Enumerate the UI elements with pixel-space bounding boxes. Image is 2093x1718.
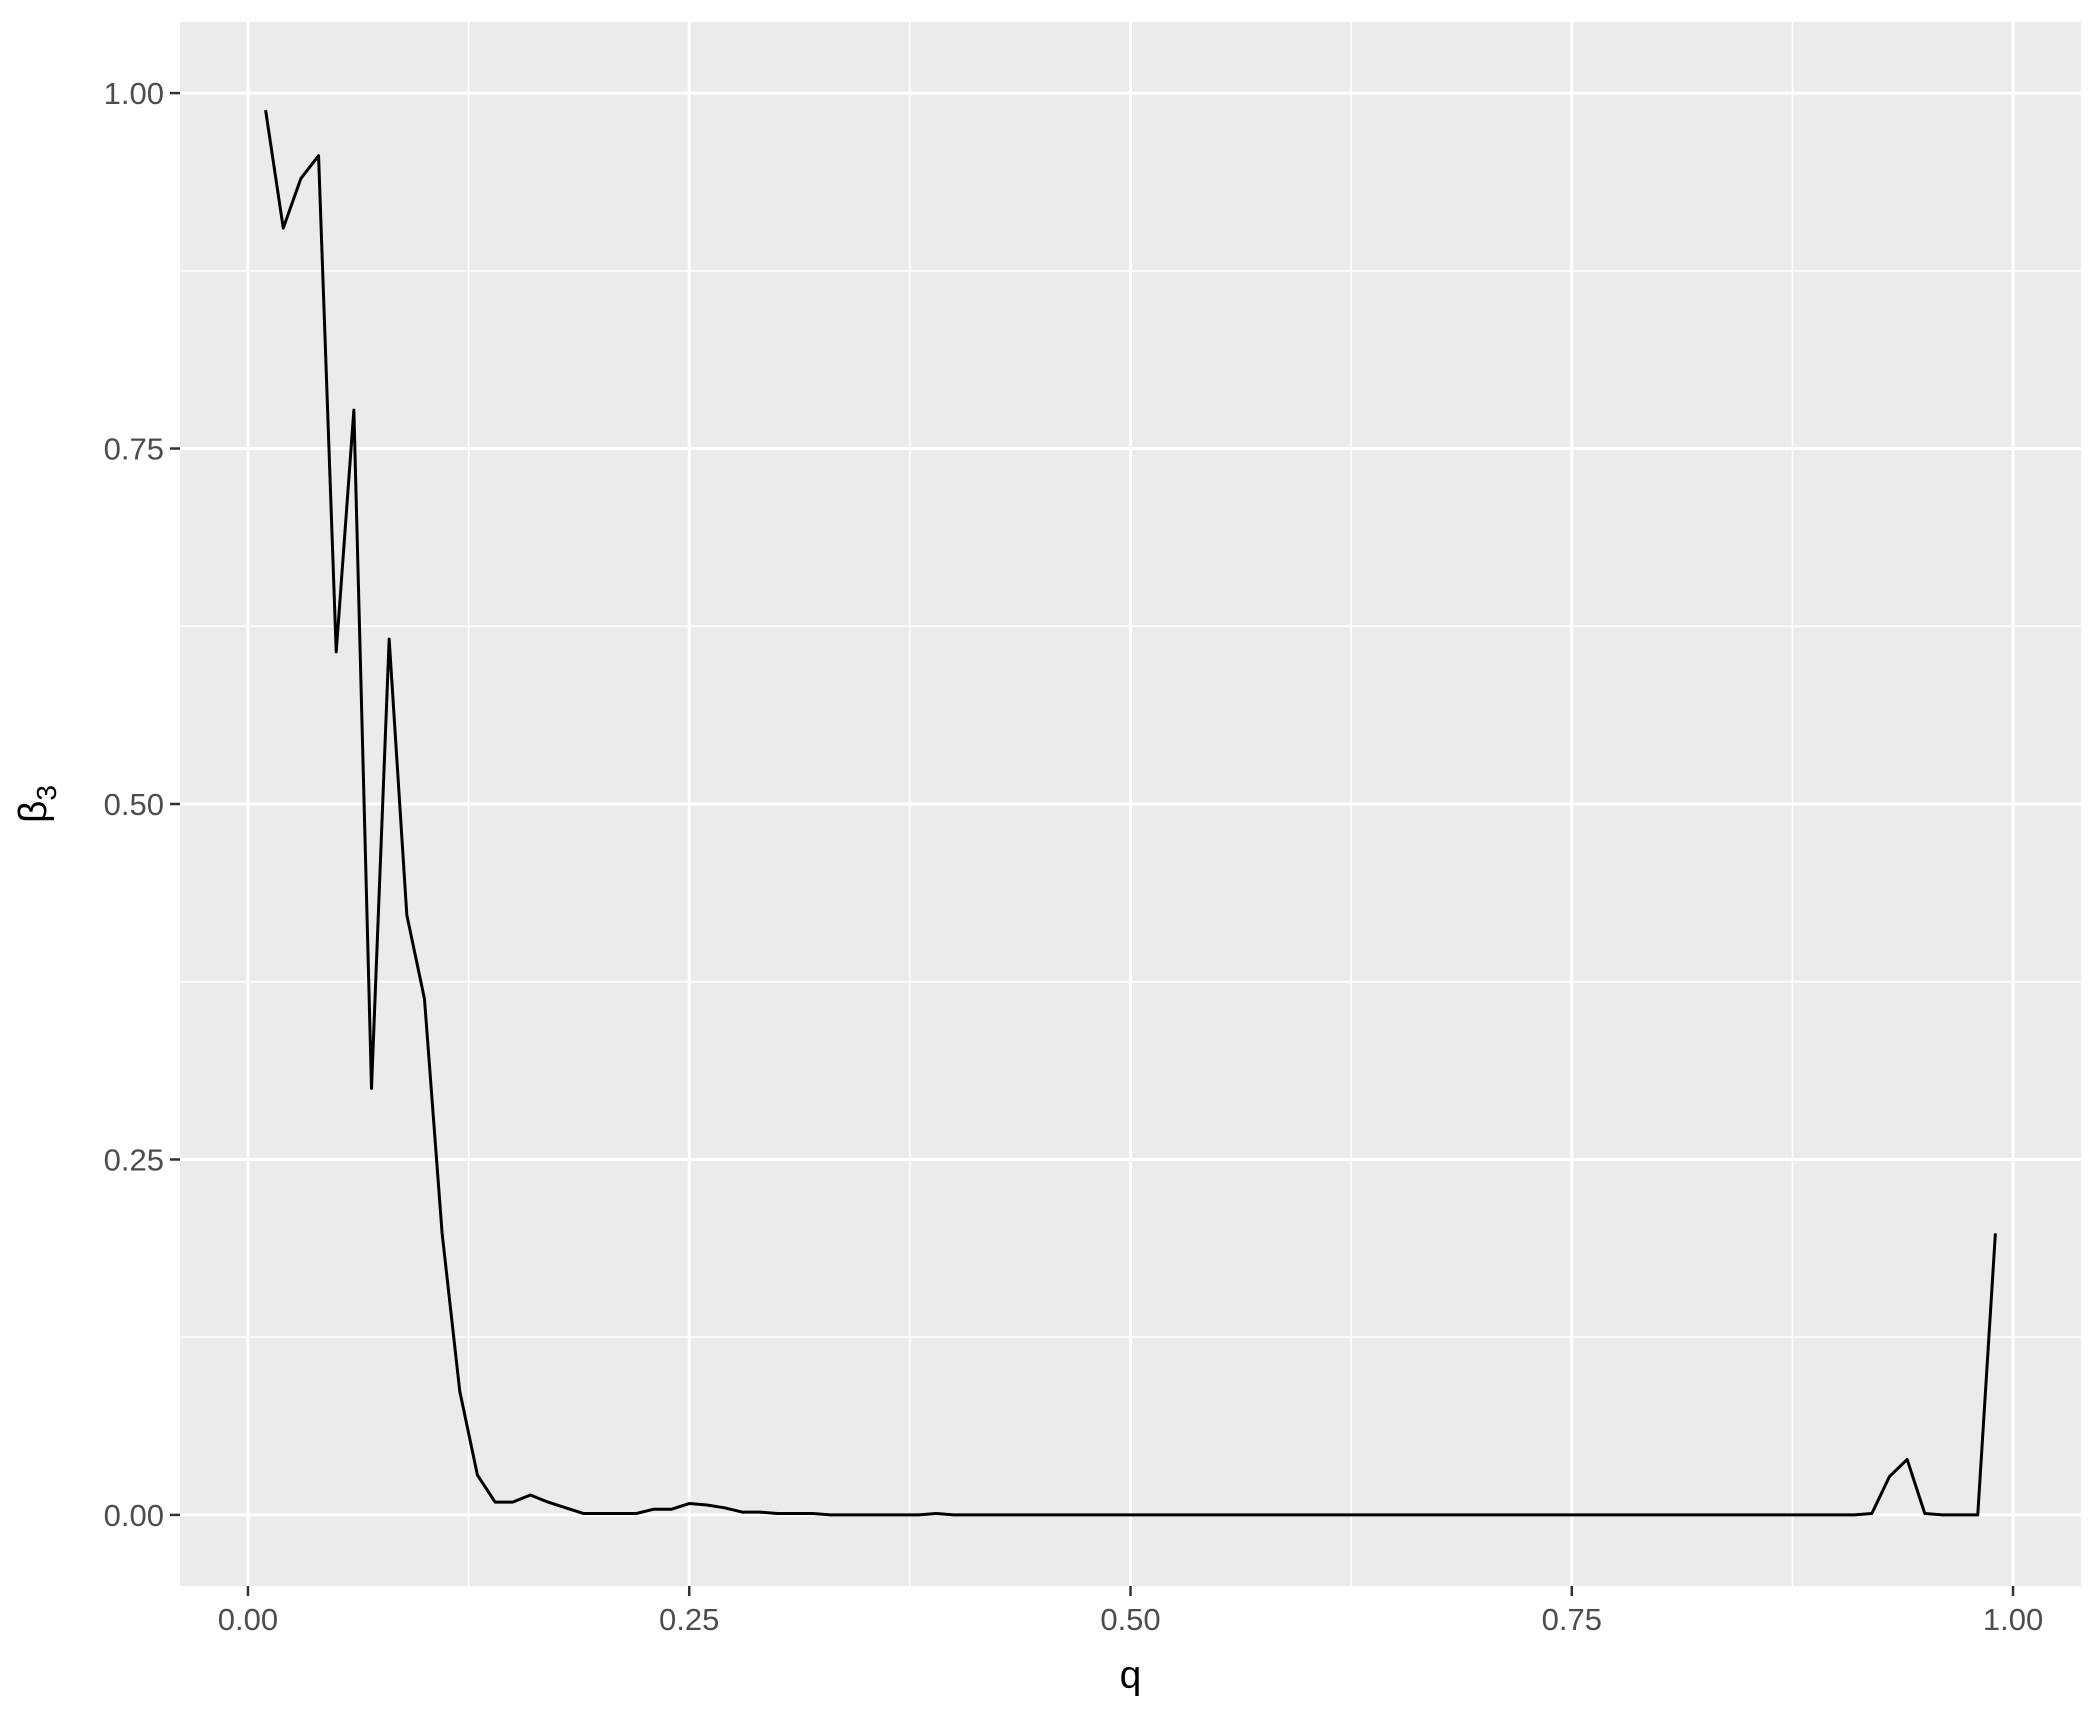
x-tick-label: 0.50 — [1100, 1602, 1160, 1637]
x-tick-label: 0.25 — [659, 1602, 719, 1637]
x-tick-label: 0.75 — [1542, 1602, 1602, 1637]
series-line-0 — [264, 109, 1997, 1517]
x-tick-label: 1.00 — [1983, 1602, 2043, 1637]
axis-ticks — [170, 91, 2015, 1596]
y-tick-label: 0.75 — [104, 432, 164, 467]
x-tick-label: 0.00 — [218, 1602, 278, 1637]
y-axis-title: β3 — [12, 785, 62, 823]
y-axis-title-symbol: β — [12, 801, 55, 823]
tick-labels: 0.00 0.25 0.50 0.75 1.00 0.00 0.25 0.50 0.75 1.00 — [104, 76, 2044, 1637]
y-axis-title-subscript: 3 — [31, 785, 62, 801]
series-layer — [264, 109, 1997, 1517]
y-tick-label: 1.00 — [104, 76, 164, 111]
x-axis-title: q — [1120, 1654, 1142, 1697]
y-tick-label: 0.25 — [104, 1142, 164, 1177]
y-tick-label: 0.50 — [104, 787, 164, 822]
y-tick-label: 0.00 — [104, 1498, 164, 1533]
